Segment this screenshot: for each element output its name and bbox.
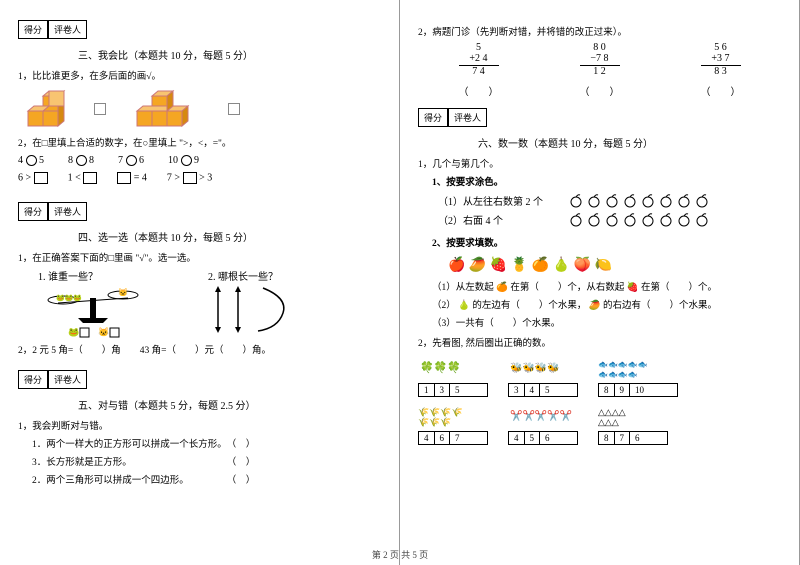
- choice-row: 1. 谁重一些？ 🐸🐸🐸 🐱 🐸 🐱 2. 哪根长一些？: [38, 268, 381, 338]
- svg-text:🐸: 🐸: [68, 327, 79, 337]
- cube-right: [132, 86, 222, 131]
- r-q2top: 2，病题门诊（先判断对错，并将错的改正过来）。: [418, 24, 781, 38]
- svg-text:🐸🐸🐸: 🐸🐸🐸: [56, 294, 82, 302]
- fruit-row: 🍎 🥭 🍓 🍍 🍊 🍐 🍑 🍋: [448, 253, 668, 275]
- svg-text:🌾🌾🌾🌾: 🌾🌾🌾🌾: [418, 407, 463, 417]
- math-1: 5 +2 4 7 4 （ ）: [459, 42, 499, 98]
- s3-q1: 1，比比谁更多，在多后面的画√。: [18, 68, 381, 82]
- svg-text:🐟🐟🐟🐟: 🐟🐟🐟🐟: [598, 370, 638, 379]
- section4-title: 四、选一选（本题共 10 分，每题 5 分）: [78, 229, 381, 244]
- svg-text:🐝🐝🐝🐝: 🐝🐝🐝🐝: [510, 362, 560, 374]
- reviewer-label: 评卷人: [48, 20, 87, 39]
- scorebox-s6: 得分 评卷人: [418, 108, 487, 127]
- count-g3: 🐟🐟🐟🐟🐟🐟🐟🐟🐟 8910: [598, 355, 678, 397]
- compare-row2: 6 > 1 < = 4 7 > > 3: [18, 172, 381, 184]
- cube-comparison: [18, 86, 381, 131]
- s6-f2: （2） 🍐 的左边有（ ）个水果， 🥭 的右边有（ ）个水果。: [432, 297, 781, 311]
- s6-h1: 1、按要求涂色。: [432, 174, 781, 188]
- lines-compare: [208, 283, 298, 338]
- scorebox-s3: 得分 评卷人: [18, 20, 87, 39]
- section6-title: 六、数一数（本题共 10 分，每题 5 分）: [478, 135, 781, 150]
- count-row-1: 🍀🍀🍀 135 🐝🐝🐝🐝 345 🐟🐟🐟🐟🐟🐟🐟🐟🐟 8910: [418, 355, 781, 397]
- compare-row1: 4 5 8 8 7 6 10 9: [18, 155, 381, 166]
- blank-box[interactable]: [83, 172, 97, 184]
- section3-title: 三、我会比（本题共 10 分，每题 5 分）: [78, 47, 381, 62]
- scorebox-s5: 得分 评卷人: [18, 370, 87, 389]
- score-label: 得分: [18, 20, 48, 39]
- s4-q2: 2，2 元 5 角=（ ）角 43 角=（ ）元（ ）角。: [18, 342, 381, 356]
- svg-text:🐟🐟🐟🐟🐟: 🐟🐟🐟🐟🐟: [598, 360, 648, 369]
- right-column: 2，病题门诊（先判断对错，并将错的改正过来）。 5 +2 4 7 4 （ ） 8…: [400, 0, 800, 565]
- s5-l1: 1．两个一样大的正方形可以拼成一个长方形。 （ ）: [32, 436, 381, 450]
- svg-text:🐱: 🐱: [98, 327, 109, 337]
- apples-1: [568, 192, 728, 208]
- count-g6: △△△△△△△ 876: [598, 403, 668, 445]
- svg-text:🍀🍀🍀: 🍀🍀🍀: [420, 361, 461, 374]
- blank-circle[interactable]: [26, 155, 37, 166]
- s6-h2: 2、按要求填数。: [432, 235, 781, 249]
- blank-circle[interactable]: [126, 155, 137, 166]
- svg-text:🍎 🥭 🍓 🍍 🍊 🍐 🍑 🍋: 🍎 🥭 🍓 🍍 🍊 🍐 🍑 🍋: [448, 255, 612, 273]
- s6-q1: 1，几个与第几个。: [418, 156, 781, 170]
- svg-text:🐱: 🐱: [118, 288, 128, 297]
- blank-box[interactable]: [183, 172, 197, 184]
- s5-l3: 2．两个三角形可以拼成一个四边形。 （ ）: [32, 472, 381, 486]
- math-3: 5 6 +3 7 8 3 （ ）: [701, 42, 741, 98]
- count-g1: 🍀🍀🍀 135: [418, 355, 488, 397]
- blank-box[interactable]: [34, 172, 48, 184]
- s4-q1: 1，在正确答案下面的□里画 "√"。选一选。: [18, 250, 381, 264]
- s6-f1: （1）从左数起 🍊 在第（ ）个，从右数起 🍓 在第（ ）个。: [432, 279, 781, 293]
- math-2: 8 0 −7 8 1 2 （ ）: [580, 42, 620, 98]
- s4-sub1: 1. 谁重一些？: [38, 268, 148, 283]
- checkbox-right[interactable]: [228, 103, 240, 115]
- count-g4: 🌾🌾🌾🌾🌾🌾🌾 467: [418, 403, 488, 445]
- cube-left: [18, 86, 88, 131]
- page-footer: 第 2 页 共 5 页: [0, 548, 800, 561]
- balance-scale: 🐸🐸🐸 🐱 🐸 🐱: [38, 283, 148, 338]
- svg-text:△△△: △△△: [598, 417, 619, 427]
- scorebox-s4: 得分 评卷人: [18, 202, 87, 221]
- math-problems: 5 +2 4 7 4 （ ） 8 0 −7 8 1 2 （ ） 5 6 +3 7…: [418, 42, 781, 98]
- apple-row1: （1）从左往右数第 2 个: [438, 192, 781, 208]
- svg-text:✂️✂️✂️✂️✂️: ✂️✂️✂️✂️✂️: [510, 409, 573, 422]
- checkbox-left[interactable]: [94, 103, 106, 115]
- s6-q2: 2，先看图, 然后圈出正确的数。: [418, 335, 781, 349]
- apple-row2: （2）右面 4 个: [438, 211, 781, 227]
- svg-text:△△△△: △△△△: [598, 407, 626, 417]
- count-row-2: 🌾🌾🌾🌾🌾🌾🌾 467 ✂️✂️✂️✂️✂️ 456 △△△△△△△ 876: [418, 403, 781, 445]
- s5-l2: 3．长方形就是正方形。 （ ）: [32, 454, 381, 468]
- blank-circle[interactable]: [76, 155, 87, 166]
- left-column: 得分 评卷人 三、我会比（本题共 10 分，每题 5 分） 1，比比谁更多，在多…: [0, 0, 400, 565]
- count-g5: ✂️✂️✂️✂️✂️ 456: [508, 403, 578, 445]
- s4-sub2: 2. 哪根长一些？: [208, 268, 298, 283]
- apples-2: [568, 211, 728, 227]
- blank-box[interactable]: [117, 172, 131, 184]
- s3-q2: 2，在□里填上合适的数字，在○里填上 ">，<，="。: [18, 135, 381, 149]
- s5-q1: 1，我会判断对与错。: [18, 418, 381, 432]
- blank-circle[interactable]: [181, 155, 192, 166]
- s6-f3: （3）一共有（ ）个水果。: [432, 315, 781, 329]
- count-g2: 🐝🐝🐝🐝 345: [508, 355, 578, 397]
- section5-title: 五、对与错（本题共 5 分，每题 2.5 分）: [78, 397, 381, 412]
- svg-text:🌾🌾🌾: 🌾🌾🌾: [418, 417, 452, 427]
